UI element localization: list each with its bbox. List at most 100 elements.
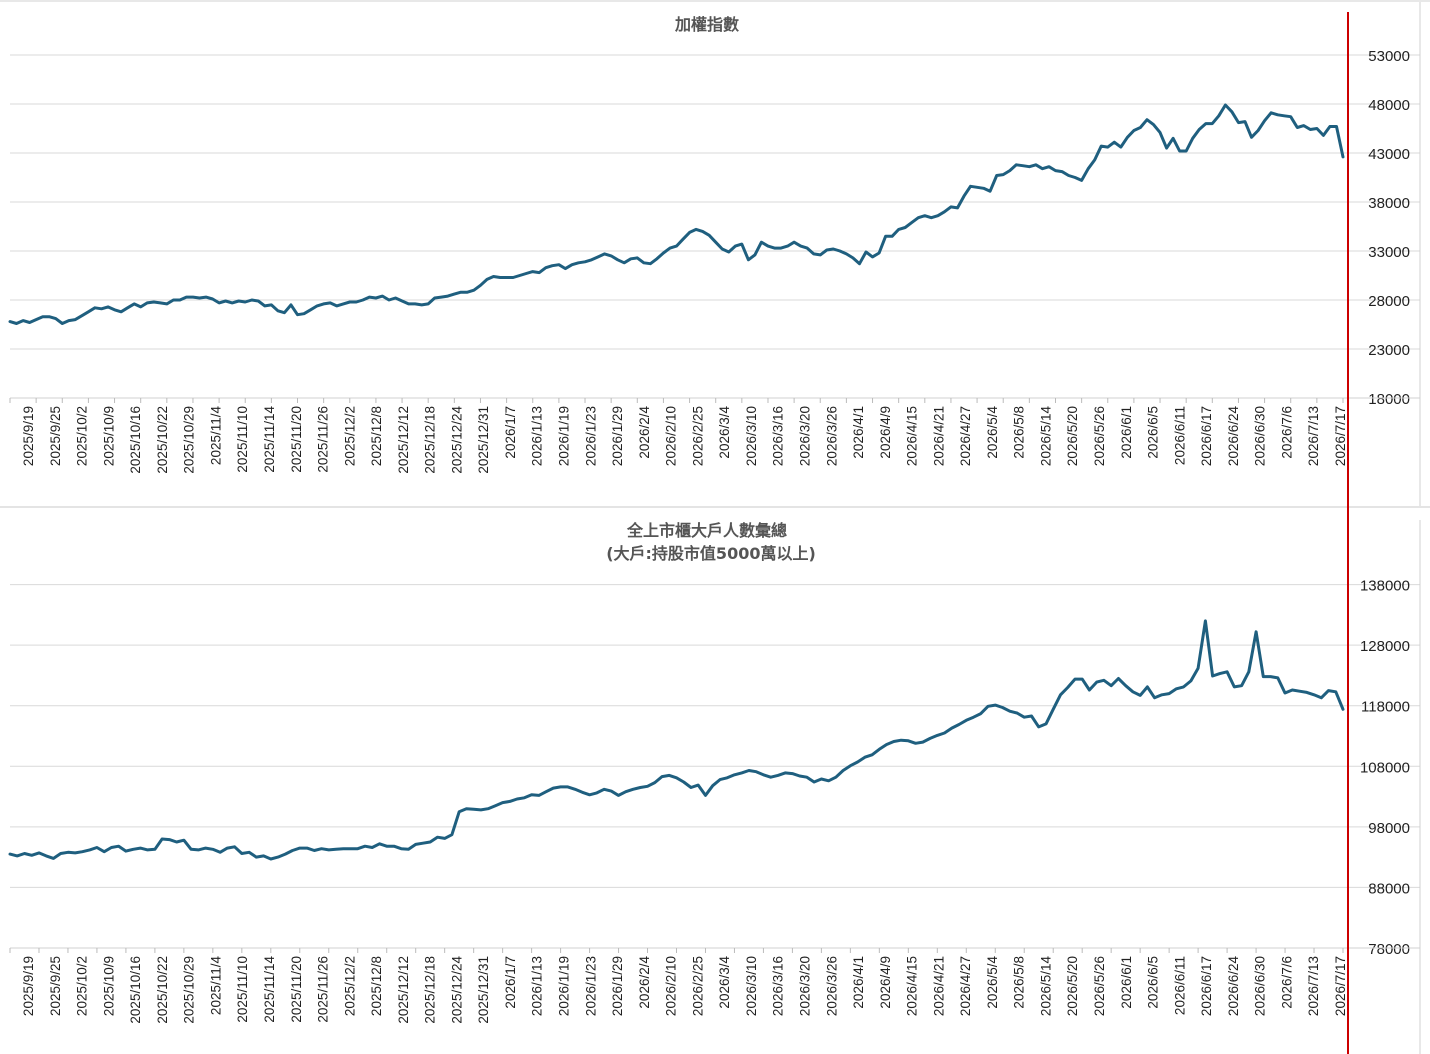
x-tick-label: 2025/12/8 [369, 406, 384, 466]
x-tick-label: 2026/2/10 [664, 406, 679, 466]
x-tick-label: 2026/6/30 [1253, 406, 1268, 466]
x-tick-label: 2026/1/13 [530, 406, 545, 466]
series-line [8, 103, 1345, 325]
x-tick-label: 2026/1/23 [583, 406, 598, 466]
x-tick-label: 2026/5/14 [1038, 406, 1053, 467]
x-tick-label: 2025/10/2 [75, 956, 90, 1016]
x-tick-label: 2026/6/1 [1119, 956, 1134, 1009]
x-tick-label: 2025/10/9 [101, 406, 116, 466]
x-tick-label: 2025/11/10 [235, 406, 250, 473]
x-tick-label: 2026/4/21 [931, 956, 946, 1016]
x-tick-label: 2025/11/26 [316, 956, 331, 1023]
taiex-chart: 加權指數 18000 23000 28000 33000 38000 43000 48000… [8, 2, 1421, 506]
x-tick-label: 2025/12/24 [449, 406, 464, 474]
x-tick-label: 2025/11/4 [208, 956, 223, 1016]
y-tick-label: 23000 [1368, 342, 1410, 359]
x-tick-label: 2025/10/22 [155, 406, 170, 474]
x-tick-label: 2025/12/31 [476, 406, 491, 474]
x-tick-label: 2026/6/5 [1146, 406, 1161, 459]
x-tick-label: 2026/3/26 [824, 956, 839, 1016]
x-tick-label: 2025/12/8 [369, 956, 384, 1016]
x-tick-label: 2026/2/4 [637, 956, 652, 1009]
x-tick-label: 2026/3/20 [797, 956, 812, 1016]
chart-title: 加權指數 [674, 15, 739, 34]
x-tick-label: 2025/12/18 [423, 406, 438, 474]
y-tick-label: 33000 [1368, 244, 1410, 261]
y-tick-label: 28000 [1368, 293, 1410, 310]
x-tick-label: 2025/12/12 [396, 406, 411, 474]
x-tick-label: 2025/11/10 [235, 956, 250, 1023]
series-line [8, 619, 1345, 861]
x-tick-label: 2025/10/22 [155, 956, 170, 1024]
x-tick-label: 2026/3/10 [744, 406, 759, 466]
x-tick-label: 2025/11/20 [289, 956, 304, 1023]
x-tick-label: 2026/7/17 [1333, 956, 1348, 1016]
x-tick-label: 2026/1/19 [557, 956, 572, 1016]
y-tick-label: 138000 [1360, 578, 1410, 595]
x-tick-label: 2026/6/5 [1146, 956, 1161, 1009]
y-tick-label: 43000 [1368, 146, 1410, 163]
y-tick-label: 118000 [1361, 699, 1410, 716]
x-tick-label: 2026/6/1 [1119, 406, 1134, 459]
y-tick-label: 108000 [1360, 759, 1410, 776]
x-tick-label: 2026/7/13 [1306, 406, 1321, 466]
y-tick-label: 98000 [1368, 820, 1410, 837]
x-tick-label: 2026/4/15 [905, 406, 920, 466]
x-tick-label: 2025/11/14 [262, 956, 277, 1023]
x-tick-label: 2025/12/12 [396, 956, 411, 1024]
x-tick-label: 2026/1/19 [557, 406, 572, 466]
x-tick-label: 2025/11/20 [289, 406, 304, 473]
x-tick-label: 2025/11/4 [208, 406, 223, 466]
y-tick-label: 128000 [1360, 638, 1410, 655]
x-tick-label: 2026/3/20 [797, 406, 812, 466]
x-tick-label: 2026/2/25 [690, 956, 705, 1016]
x-tick-label: 2025/12/31 [476, 956, 491, 1024]
x-tick-label: 2026/5/4 [985, 406, 1000, 459]
x-tick-label: 2025/10/16 [128, 956, 143, 1024]
x-tick-label: 2026/1/13 [530, 956, 545, 1016]
x-tick-label: 2026/4/15 [905, 956, 920, 1016]
x-tick-label: 2026/1/7 [503, 956, 518, 1009]
x-tick-label: 2025/12/24 [449, 956, 464, 1024]
x-tick-label: 2026/5/26 [1092, 956, 1107, 1016]
chart-title: 全上市櫃大戶人數彙總 [626, 521, 787, 540]
x-tick-label: 2026/5/8 [1012, 406, 1027, 459]
x-tick-label: 2025/10/16 [128, 406, 143, 474]
x-tick-label: 2025/11/14 [262, 406, 277, 473]
x-tick-label: 2026/4/1 [851, 406, 866, 459]
x-tick-label: 2026/5/8 [1012, 956, 1027, 1009]
x-tick-label: 2026/4/27 [958, 406, 973, 466]
x-tick-label: 2026/4/9 [878, 406, 893, 459]
x-tick-label: 2026/3/10 [744, 956, 759, 1016]
x-tick-label: 2026/7/17 [1333, 406, 1348, 466]
x-tick-label: 2026/6/11 [1172, 406, 1187, 465]
x-tick-label: 2025/9/25 [48, 956, 63, 1016]
x-tick-label: 2026/7/6 [1279, 406, 1294, 459]
x-tick-label: 2025/10/9 [101, 956, 116, 1016]
x-tick-label: 2026/6/24 [1226, 956, 1241, 1017]
x-tick-label: 2025/12/2 [342, 956, 357, 1016]
x-tick-label: 2026/1/29 [610, 956, 625, 1016]
y-tick-label: 38000 [1368, 195, 1410, 212]
x-tick-label: 2026/6/17 [1199, 956, 1214, 1016]
y-tick-label: 78000 [1368, 941, 1410, 958]
x-tick-label: 2025/9/19 [21, 406, 36, 466]
x-tick-label: 2026/2/10 [664, 956, 679, 1016]
x-tick-label: 2025/9/19 [21, 956, 36, 1016]
x-tick-label: 2026/7/6 [1279, 956, 1294, 1009]
x-tick-label: 2026/6/17 [1199, 406, 1214, 466]
x-tick-label: 2025/11/26 [316, 406, 331, 473]
x-tick-label: 2026/3/16 [771, 956, 786, 1016]
x-tick-label: 2026/4/21 [931, 406, 946, 466]
x-tick-label: 2026/4/27 [958, 956, 973, 1016]
x-tick-label: 2026/3/26 [824, 406, 839, 466]
y-tick-label: 53000 [1368, 48, 1410, 65]
x-tick-label: 2026/6/24 [1226, 406, 1241, 467]
y-tick-label: 88000 [1368, 880, 1410, 897]
x-tick-label: 2026/6/30 [1253, 956, 1268, 1016]
x-tick-label: 2026/5/14 [1038, 956, 1053, 1017]
x-tick-label: 2026/1/29 [610, 406, 625, 466]
x-tick-label: 2026/4/1 [851, 956, 866, 1009]
x-tick-label: 2025/10/29 [182, 956, 197, 1024]
